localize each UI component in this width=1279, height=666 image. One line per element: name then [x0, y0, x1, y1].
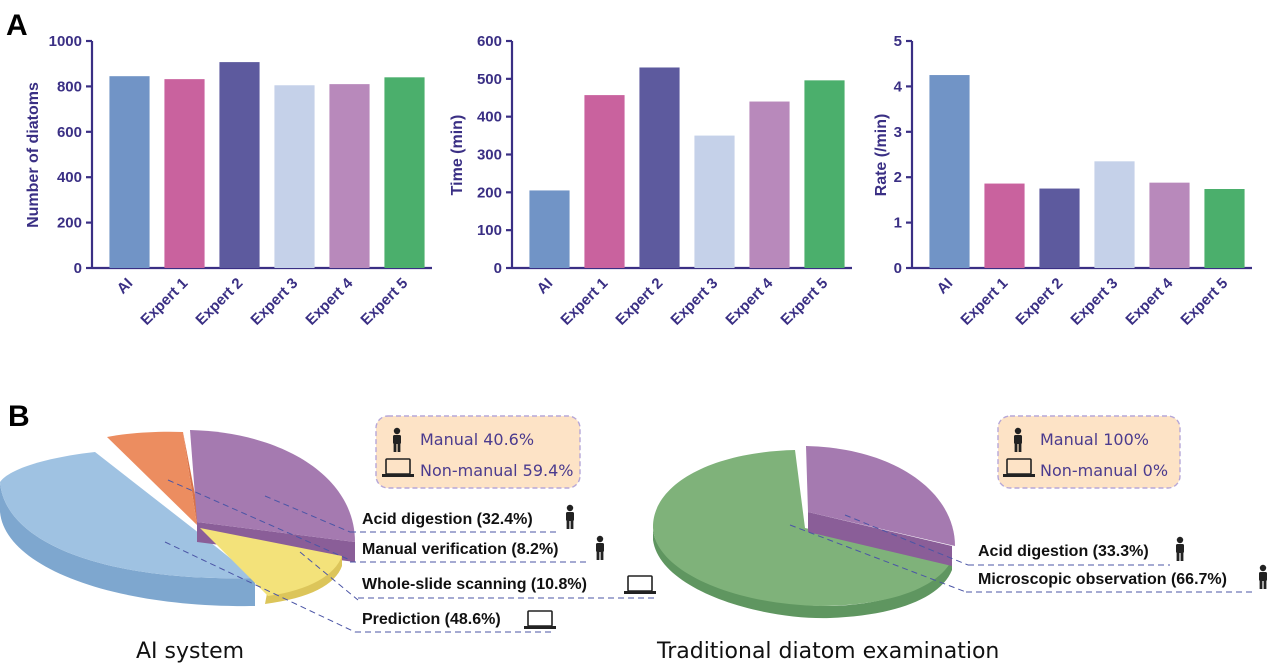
x-tick-label: Expert 4	[302, 274, 356, 328]
laptop-icon	[623, 575, 657, 595]
bar-expert-3	[274, 85, 315, 268]
pie-label-prediction: Prediction (48.6%)	[362, 611, 501, 628]
bar-ai	[929, 75, 970, 268]
bar-expert-1	[164, 79, 205, 268]
y-tick-label: 600	[477, 33, 502, 50]
laptop-icon	[523, 610, 557, 630]
y-tick-label: 800	[57, 78, 82, 95]
x-tick-label: Expert 5	[1177, 275, 1231, 329]
y-axis-title: Number of diatoms	[25, 82, 42, 228]
bar-expert-1	[984, 183, 1025, 268]
bar-expert-5	[384, 77, 425, 268]
summary-box-ai: Manual 40.6% Non-manual 59.4%	[375, 415, 581, 489]
y-tick-label: 400	[57, 169, 82, 186]
x-tick-label: Expert 2	[1012, 275, 1066, 329]
x-tick-label: AI	[534, 275, 557, 298]
y-tick-label: 3	[894, 124, 902, 141]
person-icon	[566, 504, 574, 529]
y-tick-label: 0	[74, 260, 82, 277]
x-tick-label: Expert 5	[777, 275, 831, 329]
y-tick-label: 0	[494, 260, 502, 277]
person-icon	[596, 535, 604, 560]
pie-label-acid-digestion-traditional: Acid digestion (33.3%)	[978, 543, 1149, 560]
x-tick-label: Expert 4	[1122, 274, 1176, 328]
y-tick-label: 200	[57, 215, 82, 232]
bar-expert-3	[1094, 161, 1135, 268]
bar-ai	[109, 76, 150, 268]
y-tick-label: 0	[894, 260, 902, 277]
pie-slice-prediction	[0, 452, 255, 607]
summary-box-traditional: Manual 100% Non-manual 0%	[997, 415, 1181, 489]
y-axis-title: Time (min)	[449, 115, 466, 196]
bar-expert-5	[804, 80, 845, 268]
summary-manual-traditional: Manual 100%	[1040, 430, 1149, 449]
x-tick-label: AI	[934, 275, 957, 298]
bar-expert-3	[694, 135, 735, 268]
bar-expert-2	[1039, 188, 1080, 268]
x-tick-label: Expert 1	[137, 275, 191, 329]
bar-expert-1	[584, 95, 625, 268]
pie-label-microscopic-observation: Microscopic observation (66.7%)	[978, 571, 1227, 588]
y-tick-label: 4	[894, 78, 903, 95]
summary-non-manual-ai: Non-manual 59.4%	[420, 461, 574, 480]
person-icon	[1259, 564, 1267, 589]
x-tick-label: Expert 5	[357, 275, 411, 329]
pie-slice-microscopic-observation	[652, 450, 952, 619]
y-tick-label: 1000	[49, 33, 82, 50]
summary-manual-ai: Manual 40.6%	[420, 430, 534, 449]
y-tick-label: 500	[477, 71, 502, 88]
x-tick-label: Expert 1	[557, 275, 611, 329]
pie-label-whole-slide-scanning: Whole-slide scanning (10.8%)	[362, 576, 587, 593]
bar-ai	[529, 190, 570, 268]
bar-expert-4	[1149, 182, 1190, 268]
panel-label-b: B	[8, 400, 30, 433]
y-tick-label: 2	[894, 169, 902, 186]
bar-expert-4	[329, 84, 370, 268]
pie-slice-acid-digestion-traditional	[806, 446, 955, 566]
x-tick-label: Expert 3	[1067, 275, 1121, 329]
pie-slice-manual-verification	[107, 431, 197, 525]
pie-chart-ai-system: AI system Acid digestion (32.4%) Manual …	[0, 415, 657, 664]
bar-expert-5	[1204, 189, 1245, 268]
bar-expert-4	[749, 101, 790, 269]
y-tick-label: 200	[477, 184, 502, 201]
pie-label-acid-digestion: Acid digestion (32.4%)	[362, 511, 533, 528]
x-tick-label: AI	[114, 275, 137, 298]
x-tick-label: Expert 3	[247, 275, 301, 329]
x-tick-label: Expert 2	[612, 275, 666, 329]
x-tick-label: Expert 3	[667, 275, 721, 329]
x-tick-label: Expert 1	[957, 275, 1011, 329]
pie-label-manual-verification: Manual verification (8.2%)	[362, 541, 559, 558]
y-tick-label: 1	[894, 215, 902, 232]
y-axis-title: Rate (/min)	[873, 114, 890, 197]
y-tick-label: 5	[894, 33, 902, 50]
y-tick-label: 100	[477, 222, 502, 239]
y-tick-label: 300	[477, 147, 502, 164]
panel-label-a: A	[6, 9, 28, 42]
pie-title-ai-system: AI system	[136, 639, 244, 664]
pie-slice-whole-slide-scanning	[200, 528, 342, 604]
y-tick-label: 400	[477, 109, 502, 126]
pie-chart-traditional: Traditional diatom examination Acid dige…	[652, 415, 1267, 664]
x-tick-label: Expert 2	[192, 275, 246, 329]
summary-non-manual-traditional: Non-manual 0%	[1040, 461, 1168, 480]
pie-title-traditional: Traditional diatom examination	[656, 639, 999, 664]
x-tick-label: Expert 4	[722, 274, 776, 328]
bar-expert-2	[219, 62, 260, 269]
person-icon	[1176, 536, 1184, 561]
y-tick-label: 600	[57, 124, 82, 141]
bar-expert-2	[639, 67, 680, 268]
